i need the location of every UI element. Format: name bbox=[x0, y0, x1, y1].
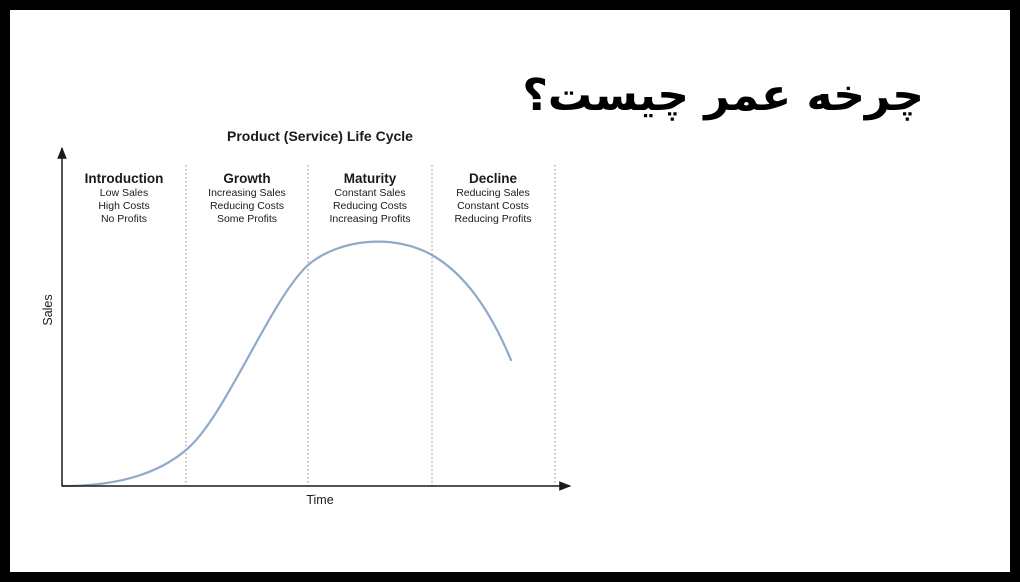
life-cycle-diagram: Product (Service) Life Cycle Introductio… bbox=[41, 128, 572, 507]
slide: چرخه عمر چیست؟ Product (Service) Life Cy… bbox=[10, 10, 1010, 572]
stage-introduction: Introduction Low Sales High Costs No Pro… bbox=[85, 171, 164, 225]
y-axis-label: Sales bbox=[41, 294, 55, 325]
stage-detail: Reducing Costs bbox=[210, 200, 284, 212]
stage-maturity: Maturity Constant Sales Reducing Costs I… bbox=[329, 171, 410, 225]
stage-name: Growth bbox=[223, 171, 270, 186]
stage-name: Decline bbox=[469, 171, 518, 186]
slide-title: چرخه عمر چیست؟ bbox=[522, 70, 924, 121]
diagram-title: Product (Service) Life Cycle bbox=[227, 128, 413, 144]
stage-detail: Constant Sales bbox=[334, 187, 405, 199]
stage-decline: Decline Reducing Sales Constant Costs Re… bbox=[454, 171, 531, 225]
stage-name: Maturity bbox=[344, 171, 397, 186]
stage-name: Introduction bbox=[85, 171, 164, 186]
stage-detail: Some Profits bbox=[217, 213, 277, 225]
life-cycle-curve bbox=[60, 240, 513, 488]
stage-detail: Increasing Sales bbox=[208, 187, 286, 199]
x-axis-label: Time bbox=[306, 493, 333, 507]
stage-detail: Reducing Costs bbox=[333, 200, 407, 212]
stage-detail: High Costs bbox=[98, 200, 149, 212]
stage-detail: No Profits bbox=[101, 213, 147, 225]
stage-detail: Low Sales bbox=[100, 187, 148, 199]
stage-growth: Growth Increasing Sales Reducing Costs S… bbox=[208, 171, 286, 225]
stage-detail: Reducing Profits bbox=[454, 213, 531, 225]
stage-detail: Constant Costs bbox=[457, 200, 529, 212]
stage-detail: Increasing Profits bbox=[329, 213, 410, 225]
stage-detail: Reducing Sales bbox=[456, 187, 530, 199]
